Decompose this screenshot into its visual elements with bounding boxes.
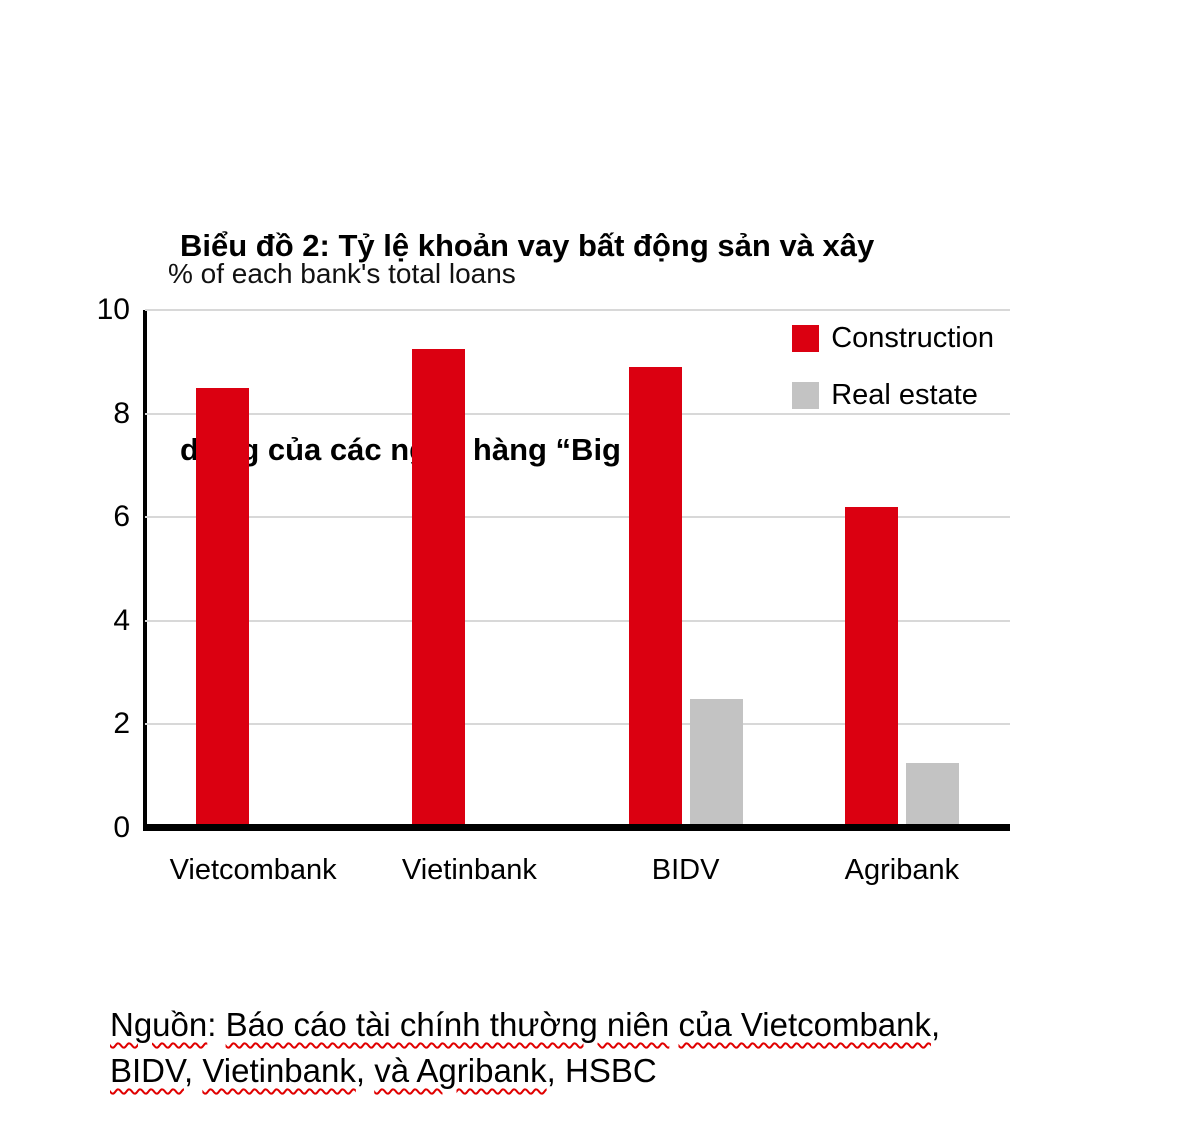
gridline xyxy=(145,516,1010,519)
y-tick-label: 8 xyxy=(113,396,130,430)
y-tick-label: 2 xyxy=(113,707,130,741)
y-tick-label: 0 xyxy=(113,811,130,844)
gridline xyxy=(145,412,1010,415)
bar-real-estate-bidv xyxy=(689,698,743,828)
x-category-label: BIDV xyxy=(651,854,720,886)
bar-construction-bidv xyxy=(628,366,682,828)
source-text: , HSBC xyxy=(546,1052,657,1089)
source-text-underlined: Vietinbank xyxy=(202,1052,356,1089)
source-line: Nguồn: Báo cáo tài chính thường niên của… xyxy=(110,1002,940,1048)
x-axis-category-labels: Vietcombank Vietinbank BIDV Agribank xyxy=(145,854,1010,894)
bar-real-estate-agribank xyxy=(905,763,959,828)
x-axis-line xyxy=(145,824,1010,831)
source-text-underlined: BIDV xyxy=(110,1052,184,1089)
legend-label: Construction xyxy=(831,322,994,354)
gridline xyxy=(145,309,1010,311)
x-category-label: Vietinbank xyxy=(401,854,537,886)
source-text-underlined: Báo cáo tài chính thường niên xyxy=(225,1006,670,1043)
gridline xyxy=(145,723,1010,726)
source-note: Nguồn: Báo cáo tài chính thường niên của… xyxy=(110,1002,940,1094)
bar-construction-vietinbank xyxy=(412,348,466,828)
legend-swatch-real-estate xyxy=(792,382,820,409)
x-category-label: Vietcombank xyxy=(169,854,337,886)
source-text-underlined: của Vietcombank xyxy=(678,1006,932,1043)
y-tick-label: 10 xyxy=(96,293,130,326)
legend-item: Real estate xyxy=(792,379,994,412)
plot-area: Construction Real estate xyxy=(145,309,1010,828)
source-text: : xyxy=(207,1006,226,1043)
legend-label: Real estate xyxy=(831,379,978,411)
source-text: , xyxy=(355,1052,375,1089)
gridline xyxy=(145,619,1010,622)
source-line: BIDV, Vietinbank, và Agribank, HSBC xyxy=(110,1048,940,1094)
source-text: , xyxy=(184,1052,203,1089)
source-text: , xyxy=(931,1006,941,1043)
bar-construction-vietcombank xyxy=(196,387,250,828)
legend-swatch-construction xyxy=(792,325,820,352)
y-axis-tick-labels: 0 2 4 6 8 10 xyxy=(0,293,130,844)
source-text-underlined: và Agribank xyxy=(374,1052,547,1089)
legend-item: Construction xyxy=(792,322,994,355)
y-axis-line xyxy=(143,310,147,831)
source-text-underlined: Nguồn xyxy=(110,1006,208,1043)
legend: Construction Real estate xyxy=(792,322,994,412)
y-axis-title: % of each bank's total loans xyxy=(168,258,516,289)
bar-construction-agribank xyxy=(844,506,898,828)
chart-title-line1: Biểu đồ 2: Tỷ lệ khoản vay bất động sản … xyxy=(180,228,875,263)
y-tick-label: 6 xyxy=(113,500,130,534)
x-category-label: Agribank xyxy=(844,854,960,886)
y-tick-label: 4 xyxy=(113,603,130,637)
